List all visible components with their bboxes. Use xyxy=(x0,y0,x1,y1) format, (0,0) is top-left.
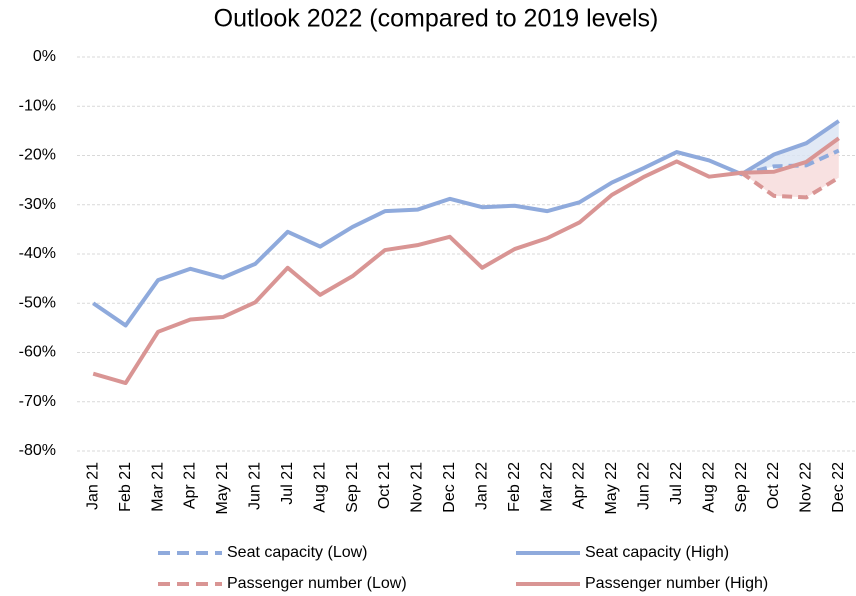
x-tick-label: Apr 22 xyxy=(571,462,588,509)
legend-label: Passenger number (Low) xyxy=(227,575,407,592)
x-tick-label: Aug 21 xyxy=(311,462,328,513)
y-tick-label: -80% xyxy=(19,442,56,459)
x-tick-label: May 22 xyxy=(603,462,620,515)
x-tick-label: Sep 21 xyxy=(344,462,361,513)
x-tick-label: Jun 22 xyxy=(636,462,653,510)
y-tick-label: -30% xyxy=(19,196,56,213)
y-tick-label: 0% xyxy=(33,48,56,65)
y-tick-label: -10% xyxy=(19,97,56,114)
x-tick-label: Sep 22 xyxy=(733,462,750,513)
x-tick-label: Dec 22 xyxy=(830,462,847,513)
y-tick-label: -20% xyxy=(19,147,56,164)
x-tick-label: Apr 21 xyxy=(182,462,199,509)
x-tick-label: Jun 21 xyxy=(247,462,264,510)
series-line xyxy=(92,136,840,386)
x-tick-label: Jan 21 xyxy=(84,462,101,510)
x-tick-label: Aug 22 xyxy=(700,462,717,513)
y-tick-label: -50% xyxy=(19,294,56,311)
x-tick-label: Feb 21 xyxy=(117,462,134,512)
x-tick-label: Jan 22 xyxy=(473,462,490,510)
x-tick-label: Oct 21 xyxy=(376,462,393,509)
x-tick-label: Oct 22 xyxy=(765,462,782,509)
series-line xyxy=(740,171,840,200)
x-tick-label: Dec 21 xyxy=(441,462,458,513)
x-tick-label: Jul 22 xyxy=(668,462,685,505)
series-line xyxy=(92,119,840,328)
x-tick-label: Feb 22 xyxy=(506,462,523,512)
x-tick-label: May 21 xyxy=(214,462,231,515)
x-tick-label: Mar 21 xyxy=(149,462,166,512)
y-tick-label: -40% xyxy=(19,245,56,262)
legend-label: Seat capacity (Low) xyxy=(227,544,368,561)
x-tick-label: Nov 22 xyxy=(798,462,815,513)
x-tick-label: Jul 21 xyxy=(279,462,296,505)
chart-title: Outlook 2022 (compared to 2019 levels) xyxy=(214,5,659,33)
legend-label: Passenger number (High) xyxy=(585,575,768,592)
y-tick-label: -60% xyxy=(19,344,56,361)
x-tick-label: Mar 22 xyxy=(538,462,555,512)
y-tick-label: -70% xyxy=(19,393,56,410)
x-tick-label: Nov 21 xyxy=(409,462,426,513)
legend-label: Seat capacity (High) xyxy=(585,544,729,561)
